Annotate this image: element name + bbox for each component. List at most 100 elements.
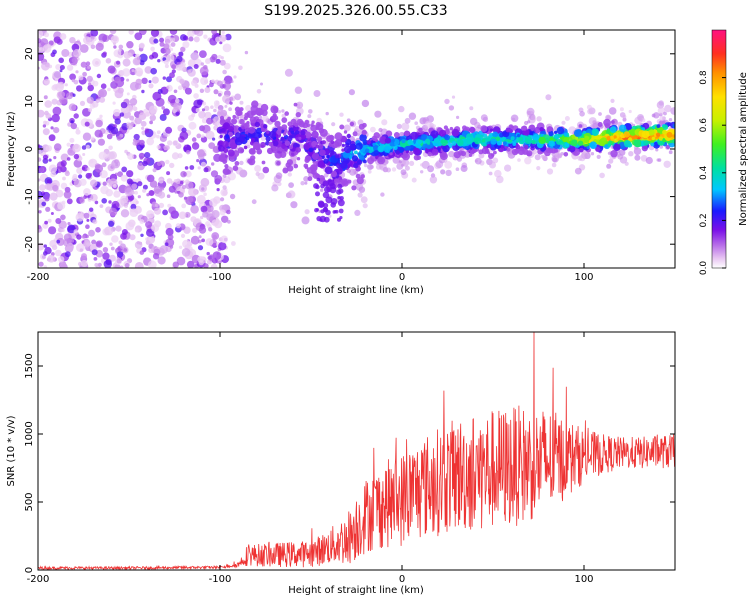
heatmap-cell: [229, 96, 234, 101]
heatmap-cell: [98, 88, 107, 98]
heatmap-cell: [90, 179, 98, 187]
heatmap-cell: [196, 133, 202, 139]
heatmap-cell: [148, 190, 155, 196]
heatmap-cell: [224, 154, 229, 158]
heatmap-cell: [517, 147, 525, 156]
heatmap-cell: [190, 235, 200, 245]
heatmap-cell: [166, 194, 171, 198]
heatmap-cell: [261, 160, 266, 165]
heatmap-cell: [128, 30, 134, 35]
heatmap-cell: [287, 135, 293, 142]
heatmap-cell: [624, 140, 632, 148]
heatmap-cell: [109, 242, 113, 246]
heatmap-cell: [102, 252, 110, 260]
heatmap-cell: [367, 157, 375, 165]
heatmap-cell: [81, 253, 87, 260]
heatmap-cell: [213, 196, 221, 204]
heatmap-cell: [189, 165, 195, 170]
heatmap-cell: [339, 216, 343, 220]
heatmap-cell: [358, 123, 365, 130]
heatmap-cell: [293, 163, 299, 169]
heatmap-cell: [151, 224, 160, 232]
heatmap-cell: [271, 115, 276, 120]
heatmap-cell: [346, 133, 351, 139]
heatmap-cell: [312, 172, 320, 179]
heatmap-cell: [521, 125, 528, 131]
heatmap-cell: [405, 150, 409, 154]
heatmap-cell: [99, 204, 104, 209]
heatmap-cell: [63, 190, 72, 199]
heatmap-cell: [288, 182, 294, 189]
heatmap-cell: [223, 75, 233, 85]
heatmap-cell: [223, 82, 232, 91]
heatmap-cell: [330, 202, 337, 208]
heatmap-cell: [326, 154, 330, 159]
heatmap-cell: [108, 145, 113, 151]
heatmap-cell: [86, 75, 93, 82]
heatmap-cell: [431, 148, 439, 156]
heatmap-cell: [641, 130, 650, 139]
heatmap-cell: [108, 220, 115, 227]
heatmap-cell: [227, 116, 231, 121]
heatmap-cell: [206, 251, 210, 256]
heatmap-cell: [315, 144, 320, 149]
heatmap-cell: [563, 132, 568, 137]
heatmap-cell: [464, 136, 473, 145]
heatmap-cell: [268, 130, 276, 139]
heatmap-cell: [50, 126, 54, 130]
heatmap-cell: [224, 164, 229, 169]
heatmap-cell: [138, 112, 147, 120]
heatmap-cell: [132, 140, 138, 146]
heatmap-cell: [343, 130, 348, 134]
heatmap-cell: [126, 105, 134, 113]
heatmap-cell: [200, 161, 207, 168]
heatmap-cell: [167, 234, 174, 241]
heatmap-cell: [210, 105, 214, 109]
y-tick-label: -10: [24, 188, 35, 204]
heatmap-cell: [129, 234, 136, 241]
heatmap-cell: [354, 150, 358, 155]
heatmap-cell: [311, 130, 319, 139]
heatmap-cell: [43, 95, 48, 100]
heatmap-cell: [433, 137, 440, 144]
heatmap-cell: [564, 116, 570, 121]
heatmap-cell: [73, 153, 80, 160]
heatmap-cell: [114, 76, 121, 84]
heatmap-cell: [606, 135, 612, 141]
heatmap-cell: [218, 242, 227, 251]
heatmap-cell: [360, 196, 368, 204]
heatmap-cell: [204, 87, 211, 93]
heatmap-cell: [117, 171, 123, 178]
heatmap-cell: [60, 160, 67, 167]
heatmap-cell: [260, 82, 263, 86]
heatmap-cell: [517, 134, 521, 138]
heatmap-cell: [206, 205, 214, 213]
heatmap-cell: [104, 226, 114, 236]
heatmap-cell: [57, 201, 66, 210]
x-tick-label: -200: [27, 574, 50, 585]
heatmap-cell: [200, 77, 209, 85]
heatmap-cell: [105, 189, 114, 197]
heatmap-cell: [391, 167, 397, 172]
heatmap-cell: [42, 44, 52, 53]
heatmap-cell: [111, 235, 119, 243]
heatmap-cell: [157, 89, 163, 94]
heatmap-cell: [45, 113, 52, 119]
heatmap-cell: [469, 106, 474, 111]
heatmap-cell: [43, 265, 48, 268]
heatmap-cell: [151, 76, 159, 84]
heatmap-cell: [223, 122, 230, 130]
heatmap-cell: [613, 143, 621, 151]
heatmap-cell: [408, 112, 417, 120]
heatmap-cell: [188, 121, 197, 130]
heatmap-cell: [245, 104, 252, 112]
heatmap-cell: [73, 159, 83, 168]
heatmap-cell: [527, 152, 531, 156]
heatmap-cell: [416, 155, 422, 160]
heatmap-cell: [480, 125, 488, 133]
heatmap-cell: [200, 62, 204, 66]
heatmap-cell: [83, 212, 90, 219]
heatmap-cell: [199, 88, 205, 94]
heatmap-cell: [198, 153, 205, 160]
heatmap-cell: [157, 161, 162, 167]
